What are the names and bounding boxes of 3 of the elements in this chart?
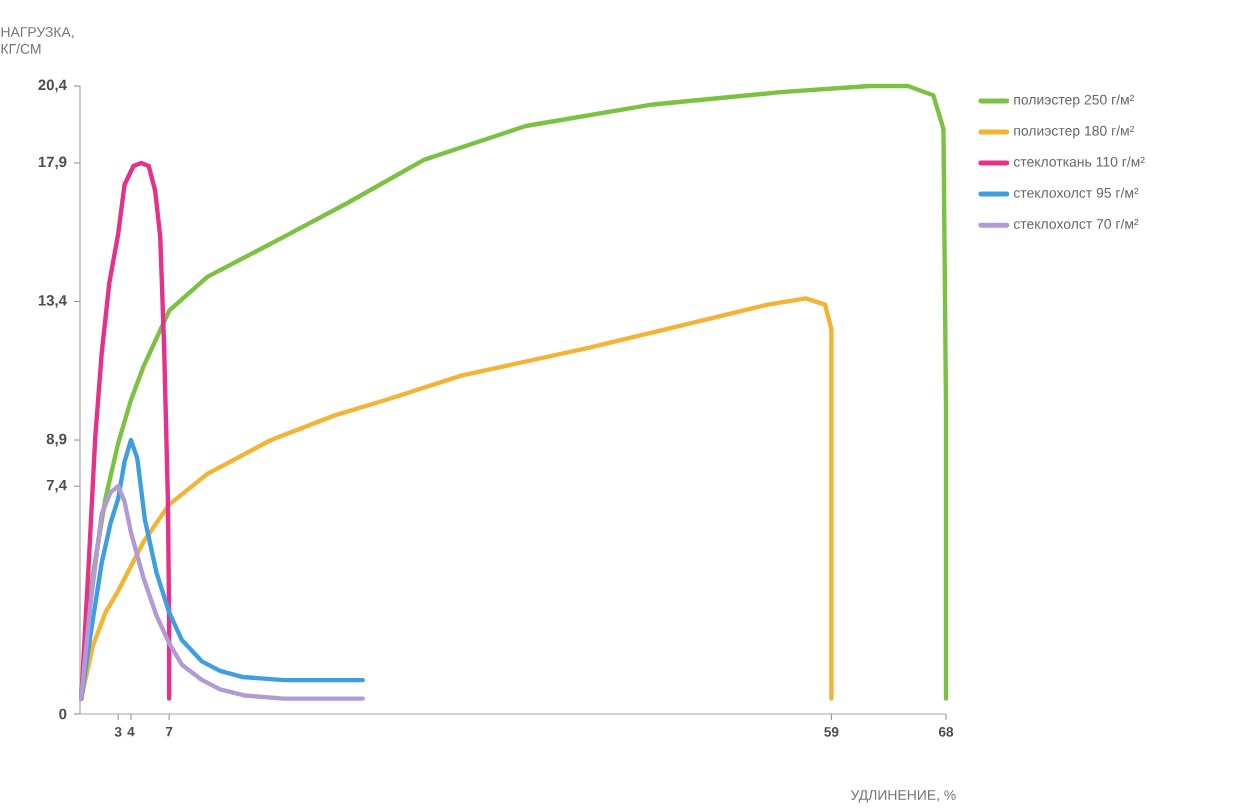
line-series (79, 160, 172, 701)
line-series (79, 296, 834, 701)
line-series (79, 484, 365, 701)
